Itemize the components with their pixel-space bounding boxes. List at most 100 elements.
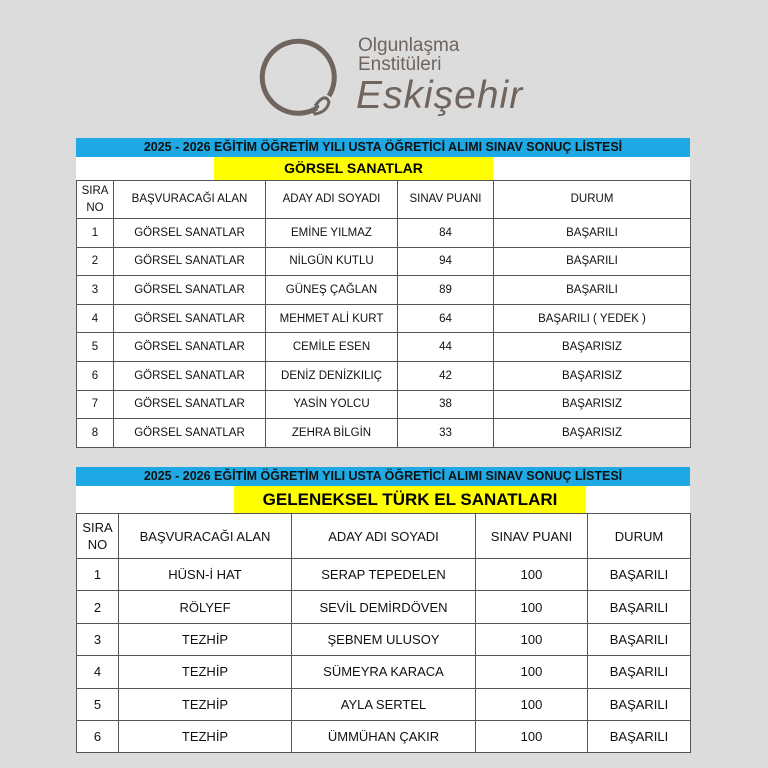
table-cell: ÜMMÜHAN ÇAKIR [291, 719, 476, 754]
table-cell: 1 [76, 218, 114, 248]
table-cell: ŞEBNEM ULUSOY [291, 622, 476, 657]
logo: Olgunlaşma Enstitüleri Eskişehir [255, 34, 535, 124]
column-header: BAŞVURACAĞI ALAN [113, 180, 266, 219]
table-cell: BAŞARILI [587, 719, 691, 754]
category-label: GÖRSEL SANATLAR [214, 157, 493, 180]
table-cell: BAŞARILI [493, 218, 691, 248]
table-cell: 5 [76, 687, 119, 721]
column-header: ADAY ADI SOYADI [291, 513, 476, 559]
table-cell: BAŞARILI [493, 246, 691, 277]
table-cell: BAŞARISIZ [493, 418, 691, 448]
table-cell: GÖRSEL SANATLAR [113, 360, 266, 391]
results-table-geleneksel: 2025 - 2026 EĞİTİM ÖĞRETİM YILI USTA ÖĞR… [76, 467, 691, 754]
table-cell: YASİN YOLCU [265, 389, 398, 420]
results-grid: SIRA NO BAŞVURACAĞI ALAN ADAY ADI SOYADI SI… [76, 180, 691, 448]
table-cell: 44 [397, 332, 494, 362]
table-row: 3 GÖRSEL SANATLAR GÜNEŞ ÇAĞLAN 89 BAŞARILI [76, 275, 691, 305]
table-cell: 3 [76, 275, 114, 305]
table-cell: GÖRSEL SANATLAR [113, 332, 266, 362]
table-cell: GÖRSEL SANATLAR [113, 389, 266, 420]
table-row: 3 TEZHİP ŞEBNEM ULUSOY 100 BAŞARILI [76, 622, 691, 657]
table-cell: 2 [76, 590, 119, 624]
table-cell: 100 [475, 557, 588, 592]
table-cell: 8 [76, 418, 114, 448]
table-cell: BAŞARISIZ [493, 389, 691, 420]
table-cell: TEZHİP [118, 622, 292, 657]
column-header: ADAY ADI SOYADI [265, 180, 398, 219]
table-cell: AYLA SERTEL [291, 687, 476, 721]
table-row: 1 HÜSN-İ HAT SERAP TEPEDELEN 100 BAŞARILI [76, 557, 691, 592]
column-header: DURUM [493, 180, 691, 219]
table-cell: NİLGÜN KUTLU [265, 246, 398, 277]
table-cell: EMİNE YILMAZ [265, 218, 398, 248]
table-cell: 5 [76, 332, 114, 362]
table-cell: 3 [76, 622, 119, 657]
logo-line2: Enstitüleri [358, 54, 442, 75]
logo-line1: Olgunlaşma [358, 35, 460, 56]
table-cell: 100 [475, 590, 588, 624]
table-title: 2025 - 2026 EĞİTİM ÖĞRETİM YILI USTA ÖĞR… [76, 138, 690, 157]
table-cell: 84 [397, 218, 494, 248]
table-cell: 100 [475, 622, 588, 657]
table-cell: HÜSN-İ HAT [118, 557, 292, 592]
table-cell: TEZHİP [118, 719, 292, 754]
table-row: 6 GÖRSEL SANATLAR DENİZ DENİZKILIÇ 42 BAŞARI… [76, 360, 691, 391]
results-table-gorsel: 2025 - 2026 EĞİTİM ÖĞRETİM YILI USTA ÖĞR… [76, 138, 691, 448]
table-row: 1 GÖRSEL SANATLAR EMİNE YILMAZ 84 BAŞARILI [76, 218, 691, 248]
table-cell: ZEHRA BİLGİN [265, 418, 398, 448]
table-row: 2 GÖRSEL SANATLAR NİLGÜN KUTLU 94 BAŞARILI [76, 246, 691, 277]
table-cell: TEZHİP [118, 655, 292, 689]
table-cell: SERAP TEPEDELEN [291, 557, 476, 592]
table-cell: 100 [475, 655, 588, 689]
table-cell: DENİZ DENİZKILIÇ [265, 360, 398, 391]
table-row: 5 GÖRSEL SANATLAR CEMİLE ESEN 44 BAŞARISIZ [76, 332, 691, 362]
table-cell: 7 [76, 389, 114, 420]
table-cell: BAŞARILI [493, 275, 691, 305]
table-cell: RÖLYEF [118, 590, 292, 624]
table-cell: BAŞARILI [587, 557, 691, 592]
table-cell: 89 [397, 275, 494, 305]
table-cell: GÖRSEL SANATLAR [113, 218, 266, 248]
table-cell: 64 [397, 303, 494, 334]
table-cell: 4 [76, 655, 119, 689]
table-cell: GÖRSEL SANATLAR [113, 418, 266, 448]
column-header: BAŞVURACAĞI ALAN [118, 513, 292, 559]
table-cell: 94 [397, 246, 494, 277]
table-cell: BAŞARILI [587, 687, 691, 721]
results-grid: SIRA NO BAŞVURACAĞI ALAN ADAY ADI SOYADI SI… [76, 513, 691, 754]
table-cell: 1 [76, 557, 119, 592]
table-cell: GÖRSEL SANATLAR [113, 303, 266, 334]
table-row: 5 TEZHİP AYLA SERTEL 100 BAŞARILI [76, 687, 691, 721]
column-header: SIRA NO [76, 180, 114, 219]
table-cell: 33 [397, 418, 494, 448]
table-row: 7 GÖRSEL SANATLAR YASİN YOLCU 38 BAŞARISIZ [76, 389, 691, 420]
column-header: SIRA NO [76, 513, 119, 559]
table-cell: GÜNEŞ ÇAĞLAN [265, 275, 398, 305]
table-cell: BAŞARILI ( YEDEK ) [493, 303, 691, 334]
table-cell: GÖRSEL SANATLAR [113, 246, 266, 277]
table-cell: 38 [397, 389, 494, 420]
logo-line3: Eskişehir [356, 74, 524, 117]
table-cell: GÖRSEL SANATLAR [113, 275, 266, 305]
table-cell: 2 [76, 246, 114, 277]
column-header: SINAV PUANI [397, 180, 494, 219]
table-row: 6 TEZHİP ÜMMÜHAN ÇAKIR 100 BAŞARILI [76, 719, 691, 754]
table-cell: MEHMET ALİ KURT [265, 303, 398, 334]
table-cell: CEMİLE ESEN [265, 332, 398, 362]
column-header: DURUM [587, 513, 691, 559]
column-header: SINAV PUANI [475, 513, 588, 559]
table-cell: SÜMEYRA KARACA [291, 655, 476, 689]
table-title: 2025 - 2026 EĞİTİM ÖĞRETİM YILI USTA ÖĞR… [76, 467, 690, 486]
table-row: 4 TEZHİP SÜMEYRA KARACA 100 BAŞARILI [76, 655, 691, 689]
table-cell: 100 [475, 719, 588, 754]
table-cell: BAŞARISIZ [493, 360, 691, 391]
table-cell: 42 [397, 360, 494, 391]
logo-mark-icon [259, 38, 337, 116]
table-cell: TEZHİP [118, 687, 292, 721]
table-cell: BAŞARILI [587, 590, 691, 624]
header-row: SIRA NO BAŞVURACAĞI ALAN ADAY ADI SOYADI SI… [76, 180, 691, 219]
table-cell: SEVİL DEMİRDÖVEN [291, 590, 476, 624]
table-row: 4 GÖRSEL SANATLAR MEHMET ALİ KURT 64 BAŞARIL… [76, 303, 691, 334]
category-label: GELENEKSEL TÜRK EL SANATLARI [234, 486, 586, 513]
table-cell: 6 [76, 719, 119, 754]
